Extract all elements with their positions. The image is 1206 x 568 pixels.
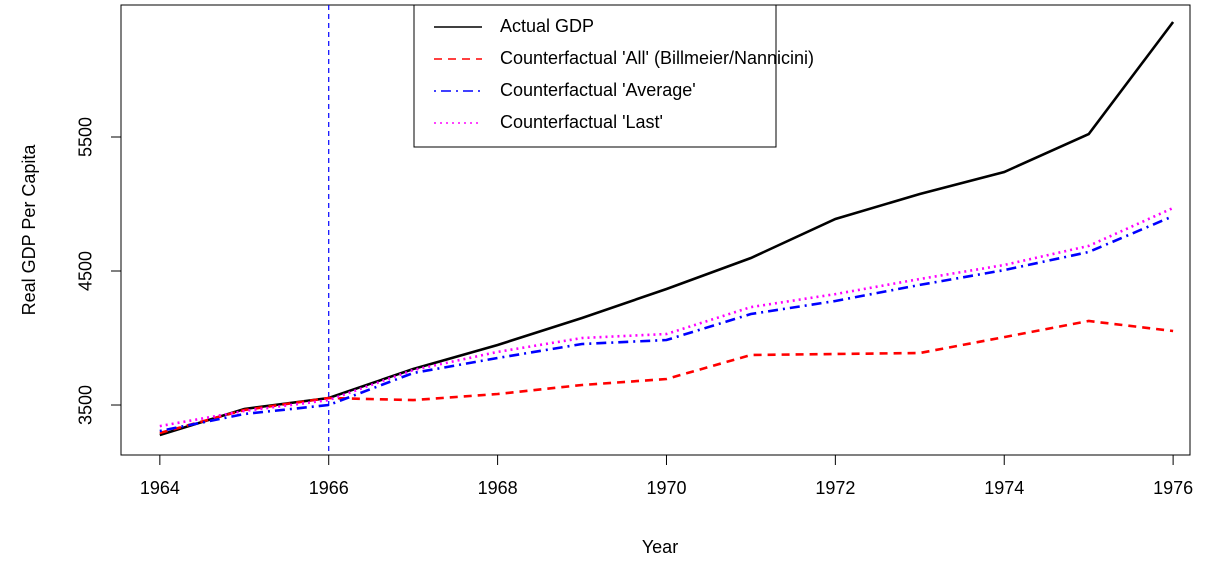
series-line [159,206,1174,428]
x-tick-label: 1976 [1153,478,1193,498]
y-tick-label: 5500 [76,117,96,157]
legend-label: Counterfactual 'All' (Billmeier/Nannicin… [500,48,814,68]
legend-box [413,4,777,148]
series-line [159,319,1174,435]
x-tick-label: 1974 [984,478,1024,498]
y-tick-label: 3500 [76,385,96,425]
x-tick-label: 1972 [815,478,855,498]
x-tick-label: 1966 [309,478,349,498]
y-axis-label: Real GDP Per Capita [19,144,39,316]
y-tick-label: 4500 [76,251,96,291]
legend-label: Counterfactual 'Last' [500,112,663,132]
legend-label: Counterfactual 'Average' [500,80,696,100]
legend-label: Actual GDP [500,16,594,36]
series-line [159,214,1174,433]
x-axis-label: Year [642,537,678,557]
x-tick-label: 1968 [478,478,518,498]
x-tick-label: 1970 [646,478,686,498]
x-tick-label: 1964 [140,478,180,498]
